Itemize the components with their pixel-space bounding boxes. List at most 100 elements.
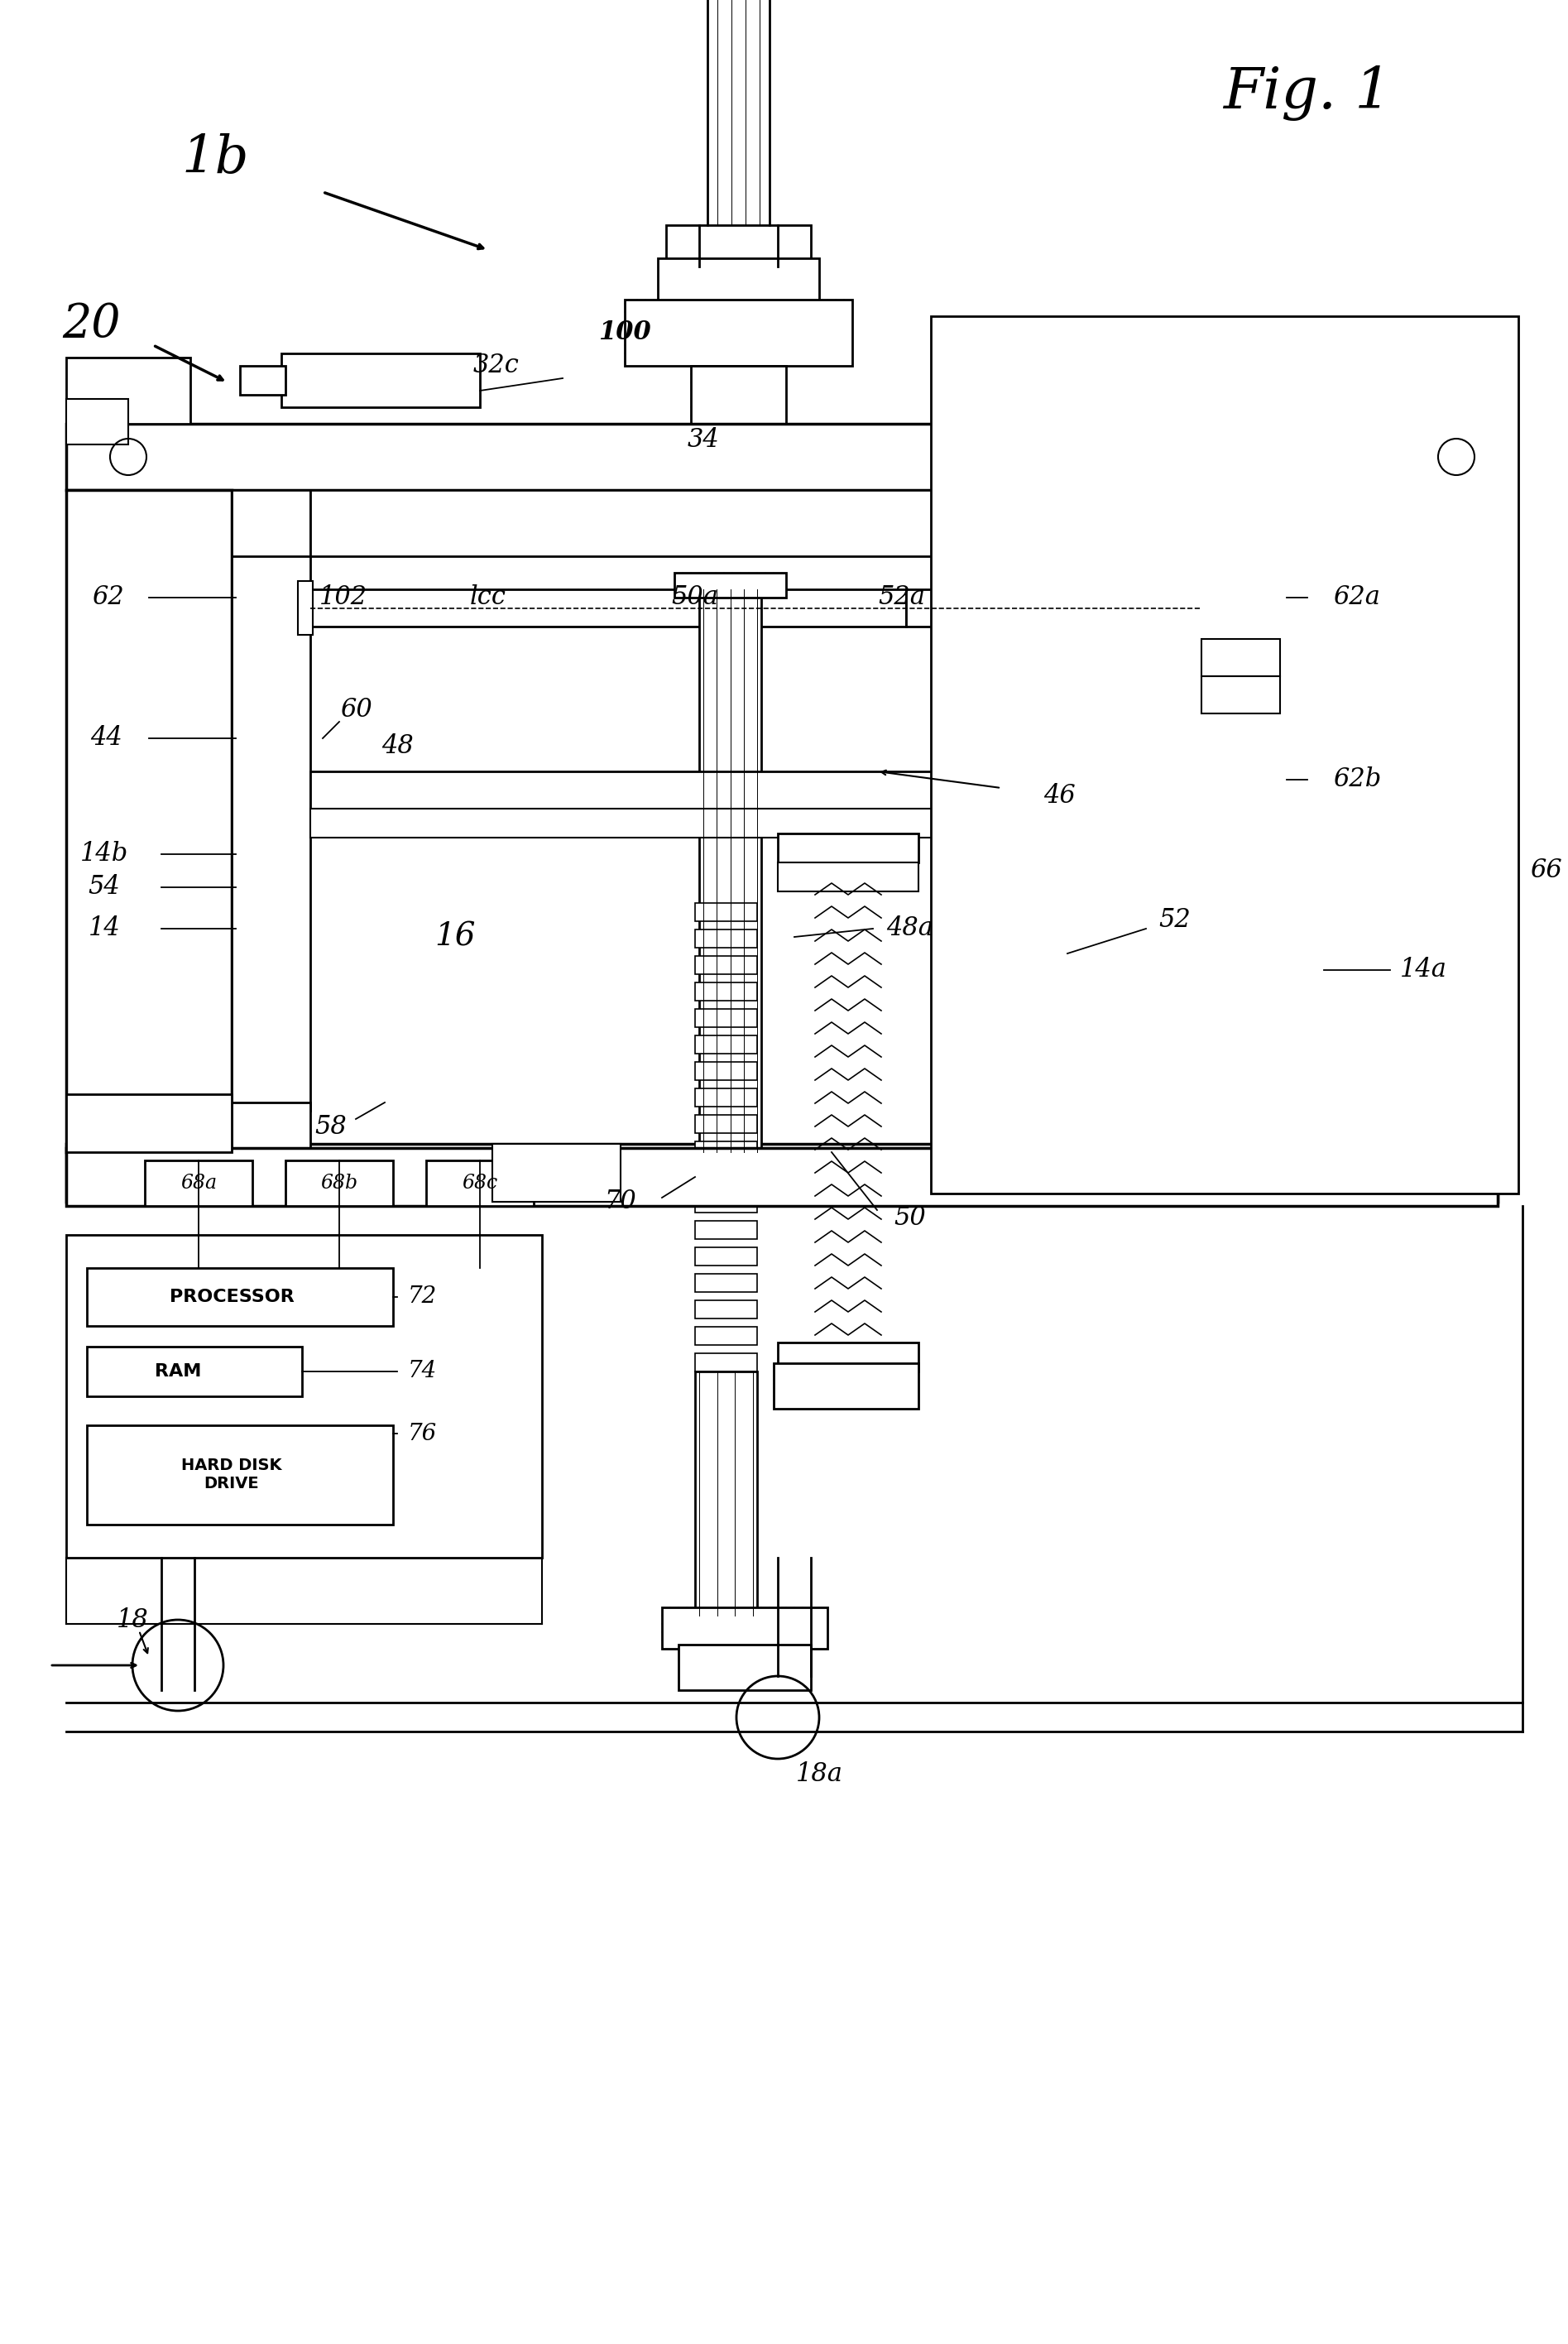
- Text: 100: 100: [599, 319, 651, 345]
- Bar: [66, 1144, 1497, 1202]
- Text: 16: 16: [434, 921, 475, 952]
- Text: Fig. 1: Fig. 1: [1223, 66, 1391, 120]
- Text: 68c: 68c: [463, 1174, 497, 1193]
- Bar: [1200, 635, 1283, 680]
- Bar: [66, 1149, 1497, 1205]
- Bar: [232, 516, 310, 1111]
- Bar: [699, 588, 760, 1153]
- Bar: [232, 490, 310, 556]
- Text: 52: 52: [1159, 907, 1192, 933]
- Bar: [778, 834, 919, 863]
- Bar: [695, 1036, 757, 1055]
- Bar: [1101, 696, 1200, 804]
- Bar: [778, 863, 919, 891]
- Text: 50: 50: [894, 1205, 927, 1231]
- Text: 18: 18: [116, 1608, 149, 1634]
- Bar: [66, 1235, 543, 1559]
- Text: 60: 60: [340, 696, 372, 722]
- Bar: [1275, 359, 1323, 424]
- Bar: [1201, 675, 1279, 713]
- Bar: [310, 809, 1220, 837]
- Text: 18a: 18a: [795, 1763, 842, 1788]
- Text: 52a: 52a: [878, 584, 925, 609]
- Bar: [695, 1116, 757, 1132]
- Bar: [66, 359, 190, 424]
- Bar: [1200, 680, 1283, 713]
- Bar: [674, 572, 786, 598]
- Text: 72: 72: [408, 1287, 436, 1308]
- Bar: [1198, 581, 1214, 635]
- Bar: [624, 300, 853, 366]
- Text: 32c: 32c: [474, 354, 519, 380]
- Bar: [310, 490, 1200, 556]
- Bar: [144, 1160, 252, 1205]
- Text: HARD DISK
DRIVE: HARD DISK DRIVE: [182, 1458, 282, 1491]
- Bar: [906, 588, 1200, 626]
- Bar: [695, 902, 757, 921]
- Bar: [695, 1062, 757, 1081]
- Text: 70: 70: [605, 1188, 637, 1214]
- Text: 14a: 14a: [1400, 956, 1447, 982]
- Bar: [695, 1142, 757, 1160]
- Text: 66: 66: [1530, 858, 1562, 884]
- Bar: [659, 258, 818, 307]
- Bar: [773, 1364, 919, 1409]
- Bar: [695, 1327, 757, 1345]
- Text: 62a: 62a: [1333, 584, 1380, 609]
- Bar: [492, 1144, 621, 1202]
- Bar: [86, 1425, 394, 1524]
- Bar: [695, 1008, 757, 1027]
- Bar: [66, 398, 129, 445]
- Bar: [695, 956, 757, 975]
- Bar: [695, 1352, 757, 1371]
- Bar: [695, 1221, 757, 1240]
- Text: 50a: 50a: [671, 584, 718, 609]
- Text: 14: 14: [88, 917, 121, 942]
- Bar: [232, 1102, 310, 1202]
- Text: 76: 76: [408, 1423, 436, 1444]
- Text: 74: 74: [408, 1360, 436, 1383]
- Bar: [1101, 631, 1200, 696]
- Text: 48: 48: [381, 734, 414, 759]
- Text: 1b: 1b: [182, 134, 249, 185]
- Bar: [977, 895, 1207, 1078]
- Bar: [695, 982, 757, 1001]
- Bar: [695, 1247, 757, 1266]
- Bar: [695, 1088, 757, 1106]
- Bar: [695, 1371, 757, 1615]
- Bar: [695, 1301, 757, 1317]
- Bar: [426, 1160, 533, 1205]
- Bar: [666, 225, 811, 267]
- Bar: [695, 1273, 757, 1292]
- Bar: [66, 1095, 232, 1153]
- Text: 68a: 68a: [180, 1174, 216, 1193]
- Bar: [66, 490, 232, 1153]
- Bar: [285, 1160, 394, 1205]
- Text: RAM: RAM: [155, 1364, 201, 1381]
- Bar: [1200, 1153, 1283, 1202]
- Bar: [778, 1371, 919, 1399]
- Text: 68b: 68b: [320, 1174, 358, 1193]
- Bar: [240, 366, 285, 394]
- Bar: [1200, 532, 1283, 1153]
- Text: 14b: 14b: [80, 841, 129, 867]
- Bar: [310, 771, 1220, 809]
- Bar: [691, 366, 786, 431]
- Bar: [281, 354, 480, 408]
- Bar: [1283, 490, 1490, 1153]
- Bar: [778, 1343, 919, 1371]
- Text: 58: 58: [315, 1113, 347, 1139]
- Bar: [1275, 424, 1465, 490]
- Bar: [310, 588, 906, 626]
- Text: 46: 46: [1043, 783, 1076, 809]
- Bar: [1201, 640, 1279, 675]
- Bar: [86, 1348, 303, 1397]
- Text: 48a: 48a: [886, 917, 933, 942]
- Bar: [695, 1167, 757, 1186]
- Bar: [1200, 490, 1283, 556]
- Text: 34: 34: [687, 427, 720, 452]
- Text: 44: 44: [89, 724, 122, 750]
- Text: 62b: 62b: [1333, 766, 1381, 792]
- Text: 20: 20: [61, 302, 121, 347]
- Bar: [695, 1195, 757, 1212]
